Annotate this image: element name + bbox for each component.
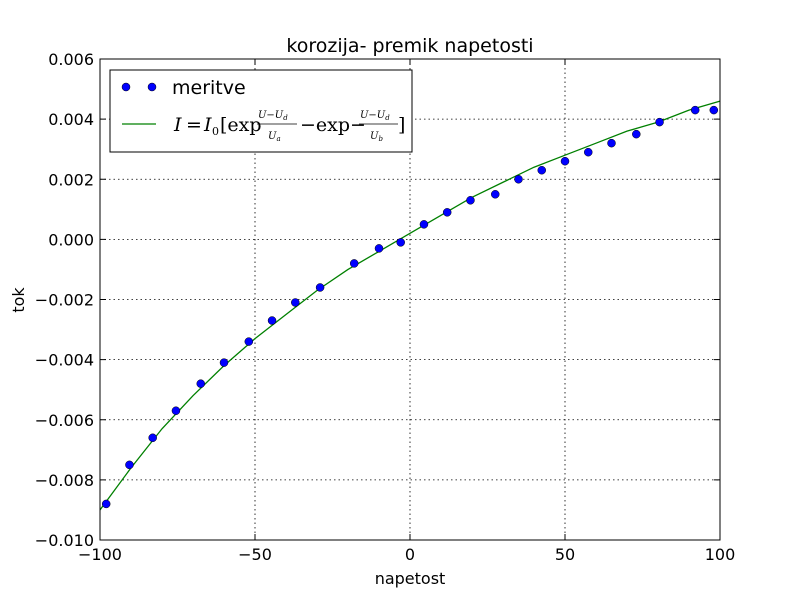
x-tick-label: 0 (405, 545, 415, 564)
y-tick-label: 0.002 (48, 170, 94, 189)
svg-text:[exp: [exp (220, 114, 262, 136)
data-point (374, 244, 384, 253)
svg-text:U−Ud: U−Ud (360, 110, 390, 122)
data-point (466, 196, 475, 205)
data-point (171, 406, 181, 415)
y-tick-label: 0.000 (48, 230, 94, 249)
svg-text:0: 0 (212, 125, 219, 138)
x-tick-label: −50 (238, 545, 272, 564)
data-point (537, 165, 546, 175)
data-point (291, 298, 300, 307)
data-point (125, 460, 134, 470)
data-point (419, 220, 429, 229)
data-point (690, 105, 700, 115)
y-tick-label: −0.004 (35, 351, 94, 370)
y-tick-label: 0.004 (48, 110, 94, 129)
data-point (584, 147, 593, 157)
data-point (560, 156, 570, 166)
plot-data (99, 100, 721, 511)
data-point (607, 138, 616, 148)
x-axis-label: napetost (375, 569, 446, 588)
x-tick-label: −100 (78, 545, 122, 564)
svg-text:I: I (203, 114, 212, 136)
y-tick-label: 0.006 (48, 50, 94, 69)
data-point (244, 337, 254, 346)
svg-text:=: = (186, 114, 202, 136)
y-tick-label: −0.002 (35, 291, 94, 310)
data-point (632, 129, 641, 139)
legend-label-meritve: meritve (172, 77, 246, 99)
x-tick-label: 50 (555, 545, 575, 564)
data-point (709, 105, 719, 115)
axis-ticks: −100 −50 0 50 100 −0.010 −0.008 −0.006 −0.004 −0.… (35, 50, 735, 564)
data-point (196, 379, 205, 388)
x-tick-label: 100 (705, 545, 736, 564)
data-point (491, 190, 500, 199)
legend-marker-left (121, 82, 131, 92)
svg-text:I: I (173, 114, 182, 136)
svg-text:]: ] (398, 114, 405, 136)
legend-box (109, 69, 413, 153)
data-point (101, 499, 111, 509)
legend-marker-right (147, 82, 157, 92)
data-point (267, 316, 277, 325)
data-point (148, 433, 157, 443)
y-tick-label: −0.008 (35, 471, 94, 490)
data-point (655, 117, 664, 127)
legend: meritve I = I 0 [exp U−Ud Ua −exp− U−Ud … (109, 69, 413, 153)
y-axis-label: tok (9, 287, 28, 313)
svg-text:U−Ud: U−Ud (258, 110, 288, 122)
data-point (396, 238, 405, 247)
data-point (219, 358, 229, 367)
data-point (315, 283, 325, 292)
y-tick-label: −0.010 (35, 531, 94, 550)
chart-title: korozija- premik napetosti (286, 35, 533, 57)
data-point (349, 259, 359, 268)
svg-text:−exp−: −exp− (300, 114, 366, 136)
data-point (514, 175, 523, 184)
y-tick-label: −0.006 (35, 411, 94, 430)
data-point (442, 208, 452, 217)
